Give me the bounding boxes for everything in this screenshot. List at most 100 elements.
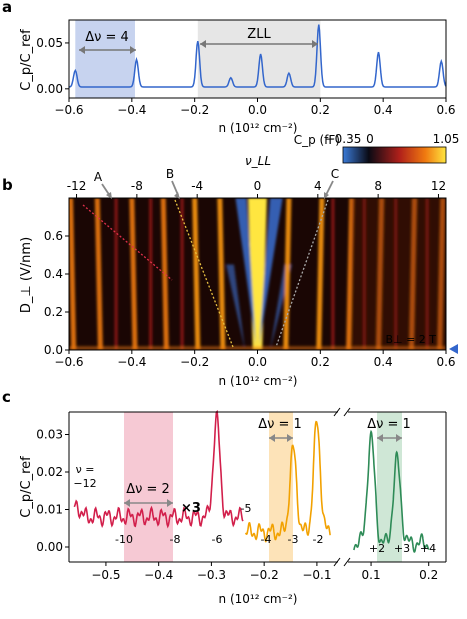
heatmap-blue-left2: [226, 264, 245, 350]
annotation-delta-nu-1-a: Δν = 1: [258, 417, 302, 442]
heatmap-haze: [351, 198, 446, 350]
series-red-line: [73, 409, 244, 529]
arrow-c: C: [324, 167, 339, 199]
x-tick-label: 0.2: [311, 103, 330, 117]
x-tick-label: 0.2: [419, 568, 438, 582]
level-label: -10: [115, 533, 133, 546]
panel-a-series-line: [68, 24, 447, 88]
colorbar: C_p (fF) −0.35 0 1.05: [294, 132, 460, 164]
annotation-delta-nu-2: Δν = 2: [124, 482, 173, 507]
multiplier-label: ×3: [181, 501, 201, 516]
y-tick-label: 0.01: [36, 503, 63, 517]
marker-triangle: [449, 344, 458, 354]
panel-b-xlabel: n (10¹² cm⁻²): [219, 374, 298, 388]
top-axis-label: ν_LL: [245, 154, 271, 168]
y-tick-label: 0.00: [36, 82, 63, 96]
y-tick-label: 0.0: [44, 343, 63, 357]
x-tick-label: 0.0: [248, 355, 267, 369]
top-tick-label: -12: [67, 179, 87, 193]
heatmap-streak: [129, 198, 138, 350]
heatmap: [69, 198, 446, 350]
y-tick-label: 0.2: [44, 305, 63, 319]
level-labels: -10 -8 -6 -5 -4 -3 -2 +2 +3 +4: [115, 502, 436, 555]
level-label: +4: [420, 542, 436, 555]
y-tick-label: 0.02: [36, 465, 63, 479]
y-tick-label: 0.6: [44, 229, 63, 243]
x-tick-label: −0.4: [117, 355, 146, 369]
top-tick-label: -4: [191, 179, 203, 193]
panel-a: −0.6 −0.4 −0.2 0.0 0.2 0.4 0.60.000.05 Δν = 4 …: [19, 19, 456, 135]
y-tick-label: 0.05: [36, 36, 63, 50]
band-delta-nu-4: [75, 20, 135, 98]
heatmap-streak-faint: [331, 198, 335, 350]
colorbar-gradient: [342, 146, 447, 164]
x-tick-label: 0.1: [362, 568, 381, 582]
x-tick-label: 0.0: [248, 103, 267, 117]
top-tick-label: 8: [374, 179, 382, 193]
heatmap-blue-left: [235, 198, 256, 347]
x-tick-label: 0.6: [436, 103, 455, 117]
panel-c-ylabel: C_p/C_ref: [19, 456, 34, 518]
level-label: -4: [261, 533, 272, 546]
panel-b-ylabel: D_⊥ (V/nm): [19, 237, 34, 313]
heatmap-streak: [217, 198, 226, 350]
x-tick-label: 0.2: [311, 355, 330, 369]
annotation-delta-nu-1-b: Δν = 1: [367, 417, 411, 442]
x-tick-label: −0.1: [302, 568, 331, 582]
colorbar-tick: 1.05: [433, 132, 460, 146]
panel-a-ylabel: C_p/C_ref: [19, 29, 34, 91]
panel-c: −0.5 −0.4 −0.3 −0.2 −0.1 0.1 0.2 0.00 0.01 0.02 0.…: [19, 407, 447, 606]
level-label: -5: [241, 502, 252, 515]
top-tick-label: 12: [431, 179, 446, 193]
x-tick-label: −0.4: [144, 568, 173, 582]
top-tick-label: 4: [314, 179, 322, 193]
heatmap-blue-right2: [270, 264, 293, 350]
panel-a-ticks: −0.6 −0.4 −0.2 0.0 0.2 0.4 0.6 0.00 0.05: [36, 36, 455, 117]
annotation-zll: ZLL: [200, 27, 318, 48]
level-label: -6: [212, 533, 223, 546]
x-tick-label: 0.6: [436, 355, 455, 369]
series-orange-line: [244, 420, 331, 543]
panel-c-axes: [68, 407, 447, 567]
arrow-b: B: [166, 167, 180, 199]
panel-c-xlabel: n (10¹² cm⁻²): [219, 592, 298, 606]
panel-b: −0.6 −0.4 −0.2 0.0 0.2 0.4 0.6 0.0 0.2 0.4 0.6 -12 -…: [19, 154, 458, 388]
series-green-line: [353, 429, 430, 553]
heatmap-streak: [283, 198, 292, 350]
annotation-text: Δν = 1: [258, 417, 302, 432]
panel-a-label: a: [2, 0, 12, 16]
arrow-label: A: [94, 170, 103, 184]
heatmap-streak-faint: [149, 198, 153, 350]
level-label: +3: [394, 542, 410, 555]
y-tick-label: 0.00: [36, 540, 63, 554]
colorbar-tick: −0.35: [325, 132, 362, 146]
x-tick-label: −0.2: [180, 355, 209, 369]
heatmap-streak: [192, 198, 201, 350]
heatmap-streak-faint: [114, 198, 118, 350]
annotation-text: ZLL: [247, 27, 271, 42]
arrow-label: B: [166, 167, 174, 181]
heatmap-streak: [94, 198, 103, 350]
heatmap-streak: [160, 198, 169, 350]
x-tick-label: −0.2: [180, 103, 209, 117]
top-tick-label: -8: [131, 179, 143, 193]
level-label: -2: [313, 533, 324, 546]
arrow-a: A: [94, 170, 112, 199]
heatmap-bottom: [69, 346, 446, 350]
panel-b-ticks: −0.6 −0.4 −0.2 0.0 0.2 0.4 0.6 0.0 0.2 0.4 0.6 -12 -…: [44, 179, 456, 369]
band-pink: [124, 412, 173, 562]
x-tick-label: 0.4: [374, 103, 393, 117]
x-tick-label: −0.3: [197, 568, 226, 582]
x-tick-label: −0.5: [91, 568, 120, 582]
annotation-text: Δν = 1: [367, 417, 411, 432]
x-tick-label: −0.6: [54, 103, 83, 117]
y-tick-label: 0.4: [44, 267, 63, 281]
annotation-text: Δν = 4: [85, 30, 129, 45]
level-label: -3: [288, 533, 299, 546]
y-tick-label: 0.03: [36, 428, 63, 442]
x-tick-label: −0.6: [54, 355, 83, 369]
panel-c-label: c: [2, 388, 11, 406]
annotation-text: Δν = 2: [126, 482, 170, 497]
field-label: B⊥ = 2 T: [385, 333, 436, 346]
